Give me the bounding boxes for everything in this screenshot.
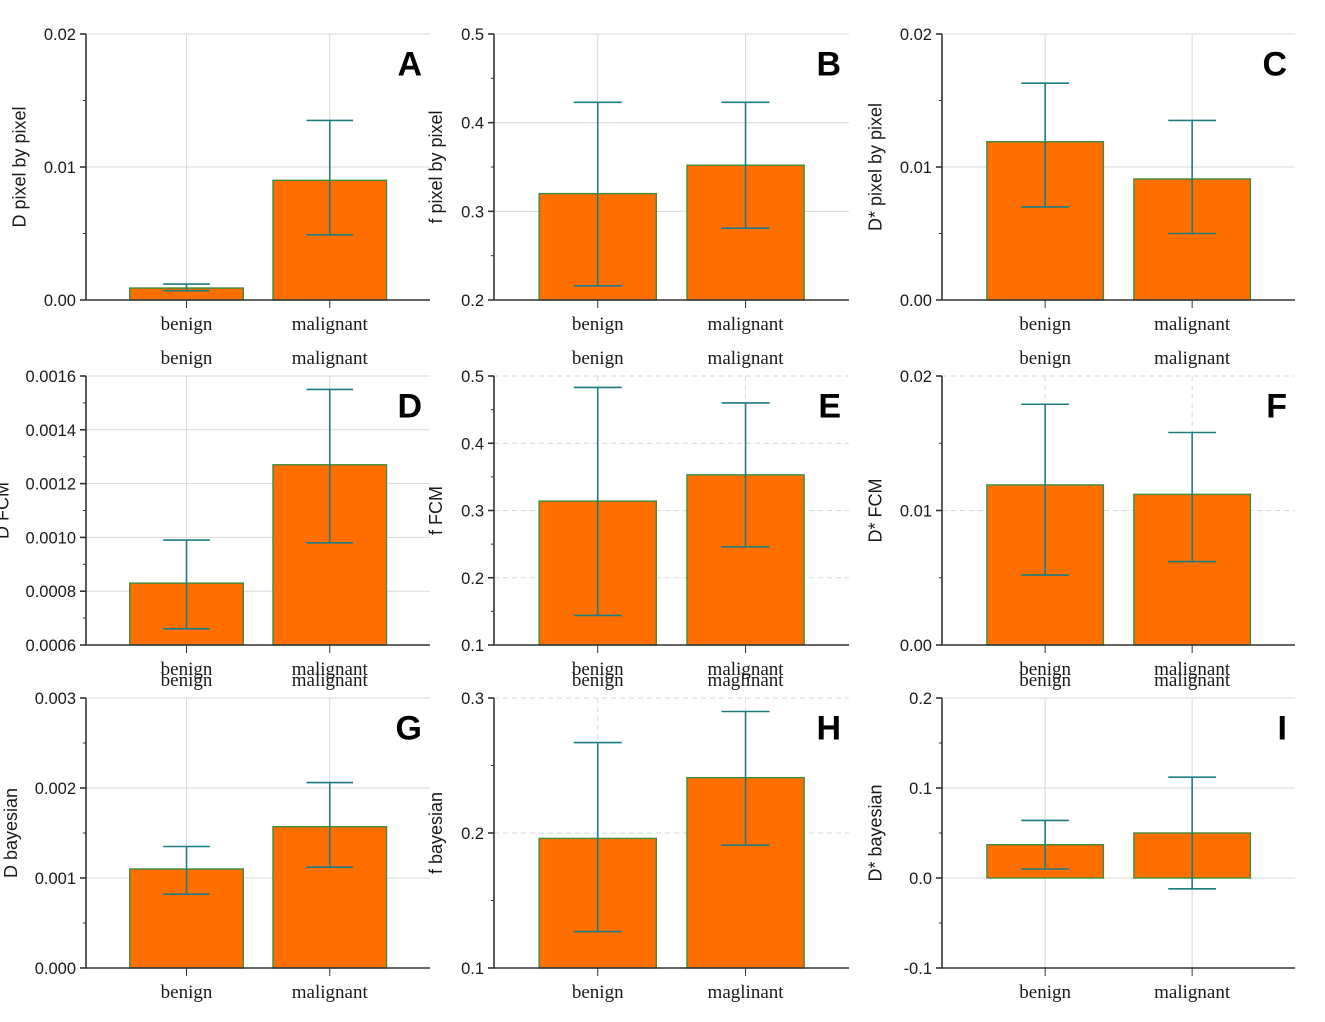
svg-text:benign: benign — [161, 314, 213, 335]
svg-text:benign: benign — [161, 670, 213, 691]
svg-text:0.02: 0.02 — [900, 368, 932, 386]
svg-text:0.3: 0.3 — [461, 503, 484, 521]
svg-text:0.000: 0.000 — [35, 960, 76, 978]
svg-text:0.02: 0.02 — [44, 26, 76, 44]
svg-text:A: A — [397, 46, 422, 84]
svg-text:benign: benign — [161, 982, 213, 1003]
svg-text:D bayesian: D bayesian — [1, 788, 21, 878]
svg-text:B: B — [816, 46, 841, 84]
svg-text:0.0: 0.0 — [909, 870, 932, 888]
svg-text:D* bayesian: D* bayesian — [866, 784, 886, 881]
svg-text:0.0016: 0.0016 — [26, 368, 76, 386]
svg-text:malignant: malignant — [1154, 348, 1231, 369]
svg-text:malignant: malignant — [292, 670, 369, 691]
svg-text:0.01: 0.01 — [44, 159, 76, 177]
svg-text:benign: benign — [1019, 670, 1071, 691]
svg-text:benign: benign — [1019, 314, 1071, 335]
svg-text:0.5: 0.5 — [461, 26, 484, 44]
svg-text:f bayesian: f bayesian — [426, 792, 446, 874]
svg-text:0.5: 0.5 — [461, 368, 484, 386]
svg-text:0.1: 0.1 — [909, 780, 932, 798]
svg-text:malignant: malignant — [1154, 670, 1231, 691]
svg-text:F: F — [1266, 388, 1287, 426]
svg-text:0.3: 0.3 — [461, 690, 484, 708]
svg-text:0.0010: 0.0010 — [26, 529, 76, 547]
svg-text:0.0012: 0.0012 — [26, 476, 76, 494]
svg-text:benign: benign — [1019, 982, 1071, 1003]
svg-text:C: C — [1262, 46, 1287, 84]
svg-text:0.2: 0.2 — [461, 292, 484, 310]
svg-text:I: I — [1278, 710, 1287, 748]
svg-text:benign: benign — [572, 982, 624, 1003]
svg-text:maglinant: maglinant — [708, 670, 785, 691]
svg-text:0.00: 0.00 — [900, 637, 932, 655]
svg-text:0.2: 0.2 — [461, 825, 484, 843]
svg-text:malignant: malignant — [292, 982, 369, 1003]
svg-text:0.001: 0.001 — [35, 870, 76, 888]
svg-text:malignant: malignant — [292, 314, 369, 335]
svg-text:0.02: 0.02 — [900, 26, 932, 44]
svg-text:f pixel by pixel: f pixel by pixel — [426, 110, 446, 223]
svg-text:0.4: 0.4 — [461, 115, 484, 133]
svg-text:0.01: 0.01 — [900, 159, 932, 177]
svg-text:maglinant: maglinant — [708, 982, 785, 1003]
svg-text:malignant: malignant — [292, 348, 369, 369]
svg-text:0.2: 0.2 — [909, 690, 932, 708]
svg-text:0.01: 0.01 — [900, 503, 932, 521]
svg-text:D* pixel by pixel: D* pixel by pixel — [866, 103, 886, 231]
svg-text:0.1: 0.1 — [461, 637, 484, 655]
svg-text:D FCM: D FCM — [0, 482, 12, 539]
svg-text:benign: benign — [572, 670, 624, 691]
svg-text:0.4: 0.4 — [461, 435, 484, 453]
svg-text:-0.1: -0.1 — [904, 960, 932, 978]
svg-text:0.00: 0.00 — [44, 292, 76, 310]
svg-text:benign: benign — [161, 348, 213, 369]
svg-text:D pixel by pixel: D pixel by pixel — [10, 106, 30, 227]
svg-text:0.002: 0.002 — [35, 780, 76, 798]
svg-text:0.2: 0.2 — [461, 570, 484, 588]
svg-text:0.3: 0.3 — [461, 203, 484, 221]
svg-text:G: G — [396, 710, 422, 748]
svg-text:f FCM: f FCM — [426, 486, 446, 535]
svg-text:benign: benign — [1019, 348, 1071, 369]
svg-text:0.0008: 0.0008 — [26, 583, 76, 601]
svg-text:E: E — [818, 388, 841, 426]
svg-text:malignant: malignant — [708, 314, 785, 335]
svg-text:0.0006: 0.0006 — [26, 637, 76, 655]
svg-text:0.00: 0.00 — [900, 292, 932, 310]
svg-text:benign: benign — [572, 348, 624, 369]
svg-text:H: H — [816, 710, 841, 748]
svg-text:malignant: malignant — [1154, 314, 1231, 335]
svg-text:malignant: malignant — [708, 348, 785, 369]
svg-text:benign: benign — [572, 314, 624, 335]
svg-text:0.003: 0.003 — [35, 690, 76, 708]
svg-text:D: D — [397, 388, 422, 426]
svg-text:D* FCM: D* FCM — [866, 479, 886, 543]
svg-text:0.0014: 0.0014 — [26, 422, 76, 440]
svg-text:0.1: 0.1 — [461, 960, 484, 978]
svg-text:malignant: malignant — [1154, 982, 1231, 1003]
